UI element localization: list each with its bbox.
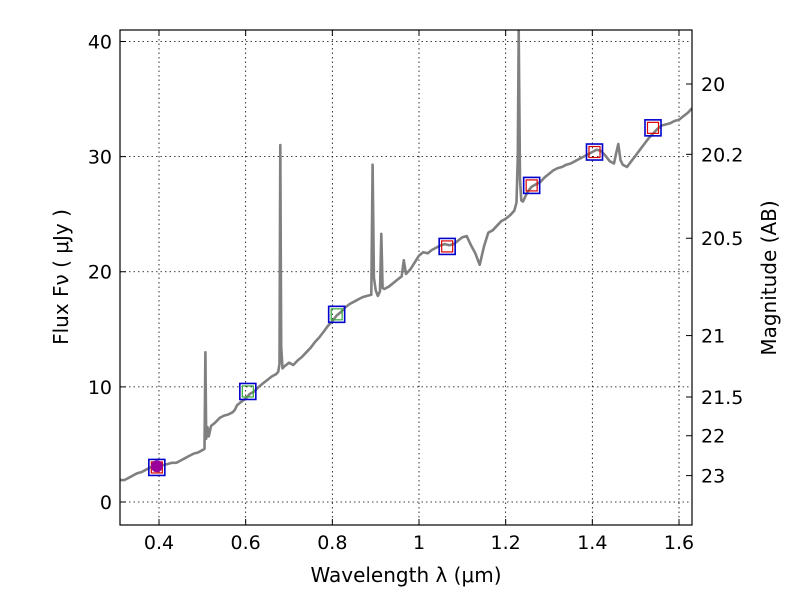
- y-tick-label-4: 40: [88, 32, 112, 54]
- model-point-1: [241, 385, 254, 398]
- x-axis-label: Wavelength λ (μm): [310, 563, 501, 587]
- model-point-3: [441, 240, 454, 253]
- observed-point-0: [148, 458, 166, 477]
- y-tick-label-0: 0: [100, 492, 112, 514]
- y2-tick-label-2: 20.5: [701, 228, 743, 250]
- observed-point-1: [239, 382, 257, 401]
- spectrum-line: [120, 30, 692, 482]
- model-point-4: [525, 179, 538, 192]
- y-tick-label-3: 30: [88, 147, 112, 169]
- y-tick-label-1: 10: [88, 377, 112, 399]
- x-tick-label-0: 0.4: [144, 532, 174, 554]
- observed-point-6: [644, 119, 662, 137]
- y2-axis-label: Magnitude (AB): [757, 200, 781, 355]
- model-point-2: [330, 308, 343, 321]
- observed-point-4: [522, 176, 541, 195]
- observed-point-2: [327, 305, 346, 324]
- y2-tick-label-6: 23: [701, 466, 725, 488]
- detection-marker-0: [150, 460, 163, 473]
- x-tick-label-4: 1.2: [491, 532, 521, 554]
- axes-ticks: 0.4 0.6 0.8 1 1.2 1.4 1.6 0 10 20 30 40 20 20.2 20.5 21…: [88, 30, 743, 554]
- model-point-5: [588, 145, 601, 159]
- x-tick-label-3: 1: [413, 532, 425, 554]
- plot-frame: [119, 29, 693, 526]
- y2-tick-label-0: 20: [701, 74, 725, 96]
- y2-tick-label-4: 21.5: [701, 387, 743, 409]
- x-tick-label-6: 1.6: [664, 532, 694, 554]
- grid: [120, 30, 692, 525]
- series-layer: [120, 30, 692, 482]
- y2-tick-label-5: 22: [701, 426, 725, 448]
- x-tick-label-1: 0.6: [231, 532, 261, 554]
- y-axis-label: Flux Fν ( μJy ): [49, 209, 73, 345]
- model-point-6: [646, 121, 660, 134]
- observed-point-3: [438, 237, 456, 256]
- y2-tick-label-1: 20.2: [701, 144, 743, 166]
- x-tick-label-2: 0.8: [317, 532, 347, 554]
- y-tick-label-2: 20: [88, 262, 112, 284]
- plot-area: [120, 30, 692, 525]
- y2-tick-label-3: 21: [701, 326, 725, 348]
- observed-point-5: [585, 143, 604, 161]
- x-tick-label-5: 1.4: [577, 532, 607, 554]
